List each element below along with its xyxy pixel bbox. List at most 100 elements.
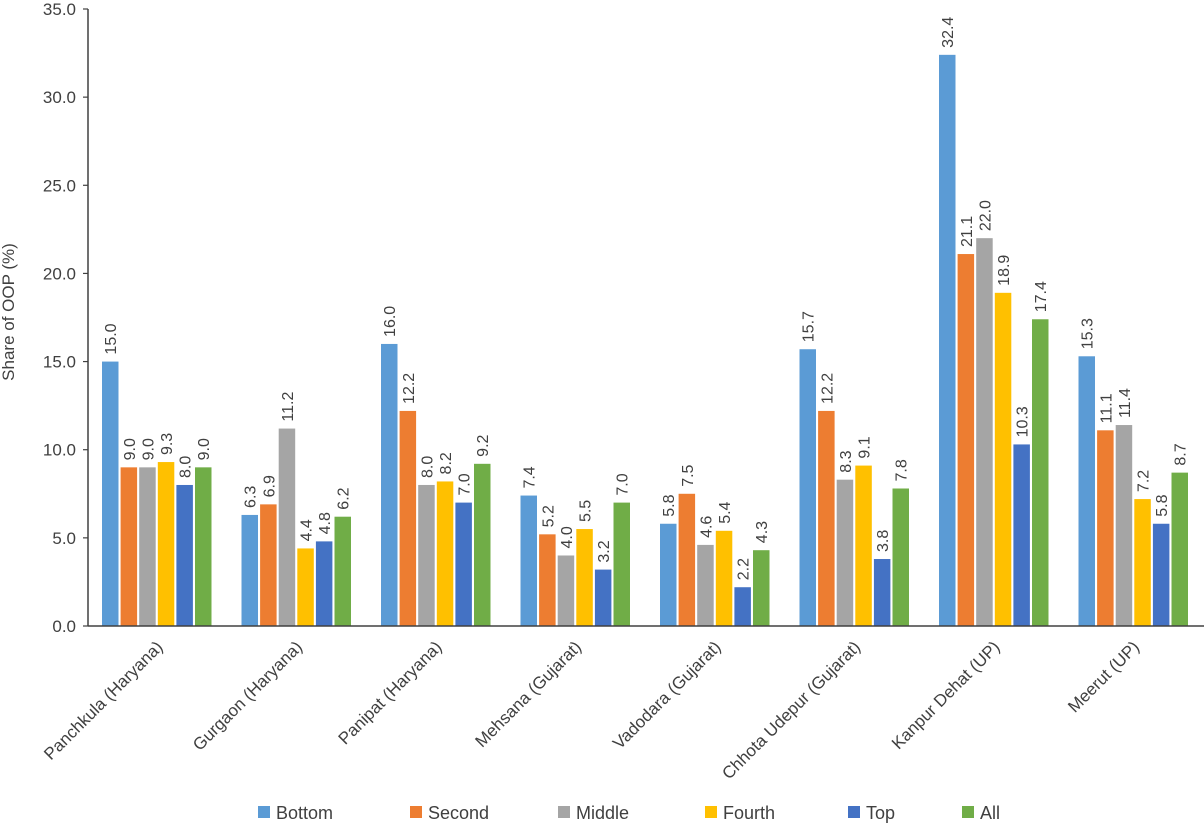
- bar: [436, 481, 454, 626]
- legend-label: All: [980, 803, 1000, 823]
- bar: [418, 484, 435, 626]
- legend-swatch: [558, 806, 570, 818]
- bar: [594, 569, 612, 626]
- value-label: 6.2: [336, 487, 353, 509]
- bar: [1134, 499, 1151, 626]
- category-label: Meerut (UP): [1064, 637, 1143, 716]
- value-label: 18.9: [996, 255, 1013, 286]
- legend-swatch: [962, 806, 974, 818]
- y-tick-label: 0.0: [52, 617, 76, 636]
- value-label: 7.0: [615, 473, 632, 495]
- y-tick-label: 25.0: [43, 176, 76, 195]
- y-axis-title: Share of OOP (%): [0, 243, 18, 381]
- value-label: 9.1: [857, 436, 874, 458]
- value-label: 32.4: [940, 17, 957, 48]
- bar: [976, 238, 993, 626]
- bar: [734, 587, 751, 626]
- category-label: Gurgaon (Haryana): [189, 637, 306, 754]
- bar: [474, 463, 491, 626]
- value-label: 9.3: [159, 433, 176, 455]
- bar: [613, 502, 630, 626]
- bar: [799, 349, 816, 626]
- value-label: 7.8: [894, 459, 911, 481]
- bar: [260, 504, 277, 626]
- y-tick-label: 15.0: [43, 353, 76, 372]
- value-labels: 15.09.0 9.0 9.38.09.06.3 6.911.24.4 4.86.216…: [103, 17, 1190, 581]
- bar: [818, 410, 835, 626]
- value-label: 4.3: [754, 521, 771, 543]
- bar: [994, 292, 1012, 626]
- bar: [241, 514, 258, 626]
- legend-swatch: [258, 806, 270, 818]
- bar: [297, 548, 314, 626]
- bar: [539, 534, 556, 626]
- bars: [102, 54, 1188, 626]
- category-label: Kanpur Dehat (UP): [888, 637, 1004, 753]
- legend-label: Middle: [576, 803, 629, 823]
- value-label: 6.9: [261, 475, 278, 497]
- bar: [957, 254, 975, 626]
- value-label: 16.0: [382, 306, 399, 337]
- bar: [176, 484, 193, 626]
- value-label: 6.3: [243, 486, 260, 508]
- value-label: 5.8: [661, 494, 678, 516]
- y-tick-label: 35.0: [43, 0, 76, 19]
- value-label: 8.2: [438, 452, 455, 474]
- legend-label: Top: [866, 803, 895, 823]
- y-tick-label: 10.0: [43, 441, 76, 460]
- value-label: 10.3: [1015, 406, 1032, 437]
- value-label: 11.2: [280, 392, 297, 422]
- bar: [139, 467, 156, 626]
- value-label: 12.2: [401, 373, 418, 404]
- legend-swatch: [848, 806, 860, 818]
- bar: [715, 530, 733, 626]
- value-label: 4.8: [317, 512, 334, 534]
- bar: [873, 559, 891, 626]
- value-label: 15.3: [1080, 318, 1097, 349]
- bar: [678, 493, 696, 626]
- value-label: 21.1: [959, 216, 976, 247]
- category-label: Panchkula (Haryana): [40, 637, 166, 763]
- y-axis: 0.0 5.0 10.0 15.0 20.0 25.0 30.0 35.0: [43, 0, 89, 636]
- value-label: 11.4: [1117, 388, 1134, 418]
- value-label: 15.7: [801, 311, 818, 342]
- value-label: 17.4: [1033, 281, 1050, 312]
- legend: Bottom Second Middle Fourth Top All: [258, 803, 1000, 823]
- bar: [836, 479, 854, 626]
- y-tick-label: 20.0: [43, 264, 76, 283]
- bar: [315, 541, 333, 626]
- bar: [520, 495, 537, 626]
- y-tick-label: 30.0: [43, 88, 76, 107]
- legend-swatch: [410, 806, 422, 818]
- bar: [753, 550, 770, 626]
- bar: [1152, 523, 1170, 626]
- bar: [1032, 319, 1049, 626]
- bar: [660, 523, 677, 626]
- value-label: 2.2: [736, 558, 753, 580]
- legend-swatch: [705, 806, 717, 818]
- bar: [697, 544, 714, 626]
- bar: [455, 502, 472, 626]
- value-label: 7.0: [457, 473, 474, 495]
- value-label: 9.0: [140, 438, 157, 460]
- value-label: 12.2: [819, 373, 836, 404]
- value-label: 3.2: [596, 540, 613, 562]
- bar: [381, 343, 398, 626]
- bar: [102, 361, 119, 626]
- legend-label: Second: [428, 803, 489, 823]
- value-label: 8.0: [419, 456, 436, 478]
- value-label: 15.0: [103, 323, 120, 354]
- value-label: 8.3: [838, 450, 855, 472]
- value-label: 9.2: [475, 434, 492, 456]
- value-label: 8.0: [178, 456, 195, 478]
- value-label: 7.4: [522, 466, 539, 488]
- bar: [939, 54, 956, 626]
- bar: [1115, 425, 1133, 626]
- bar: [855, 465, 872, 626]
- value-label: 4.4: [299, 519, 316, 541]
- bar: [334, 516, 351, 626]
- value-label: 5.8: [1154, 494, 1171, 516]
- value-label: 3.8: [875, 530, 892, 552]
- y-tick-label: 5.0: [52, 529, 76, 548]
